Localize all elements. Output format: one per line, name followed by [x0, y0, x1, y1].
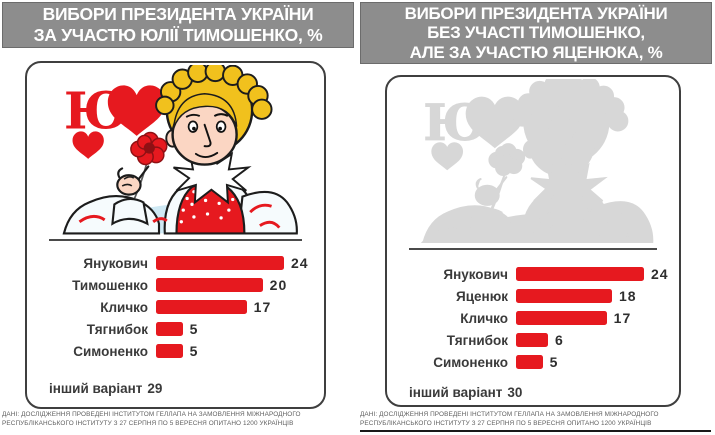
chart-row: Кличко 17: [402, 307, 673, 329]
right-other-option: інший варіант 30: [409, 385, 522, 400]
chart-row: Тягнибок 6: [402, 329, 673, 351]
cuff: [469, 208, 507, 236]
chart-row: Симоненко 5: [42, 340, 318, 362]
portrait: [61, 60, 298, 235]
candidate-label: Тягнибок: [446, 332, 508, 348]
other-option-label: інший варіант: [49, 381, 143, 396]
right-footnote: ДАНІ: ДОСЛІДЖЕННЯ ПРОВЕДЕНІ ІНСТИТУТОМ Г…: [360, 411, 711, 432]
panel-with-tymoshenko: ВИБОРИ ПРЕЗИДЕНТА УКРАЇНИ ЗА УЧАСТЮ ЮЛІЇ…: [2, 0, 354, 435]
smile: [552, 162, 575, 169]
bar-value: 5: [189, 321, 199, 337]
chart-row: Симоненко 5: [402, 351, 673, 373]
candidate-label: Симоненко: [73, 343, 148, 359]
left-other-option: інший варіант 29: [49, 381, 162, 396]
footnote-line-1: ДАНІ: ДОСЛІДЖЕННЯ ПРОВЕДЕНІ ІНСТИТУТОМ Г…: [2, 411, 301, 418]
bar-klychko: [156, 300, 247, 314]
tymoshenko-illustration: Ю: [29, 60, 322, 235]
bar-value: 5: [549, 354, 559, 370]
other-option-value: 30: [507, 385, 523, 400]
card-art: Ю: [420, 73, 654, 245]
fringe: [530, 104, 594, 141]
chart-row: Яценюк 18: [402, 285, 673, 307]
bar-value: 5: [189, 343, 199, 359]
bar-yanukovych: [156, 256, 284, 270]
fringe: [172, 92, 238, 129]
footnote-line-1: ДАНІ: ДОСЛІДЖЕННЯ ПРОВЕДЕНІ ІНСТИТУТОМ Г…: [360, 411, 659, 418]
candidate-label: Яценюк: [456, 288, 508, 304]
candidate-label: Симоненко: [433, 354, 508, 370]
left-title-line-2: ЗА УЧАСТЮ ЮЛІЇ ТИМОШЕНКО, %: [33, 25, 323, 45]
heart-large-icon: [107, 85, 166, 136]
candidate-label: Кличко: [100, 299, 148, 315]
flower-icon: [488, 143, 526, 177]
flower-icon: [130, 131, 168, 166]
portrait: [420, 73, 654, 245]
heart-small-icon: [431, 142, 464, 171]
chart-row: Кличко 17: [42, 296, 318, 318]
candidate-label: Янукович: [83, 255, 148, 271]
bar-value: 17: [613, 310, 632, 326]
other-option-label: інший варіант: [409, 385, 503, 400]
candidate-label: Кличко: [460, 310, 508, 326]
right-divider: [409, 248, 657, 250]
bar-tymoshenko: [156, 278, 263, 292]
cuff: [111, 197, 149, 226]
chart-row: Янукович 24: [402, 263, 673, 285]
bar-tiahnybok: [516, 333, 548, 347]
chart-row: Тимошенко 20: [42, 274, 318, 296]
bar-yatsenyuk: [516, 289, 612, 303]
left-divider: [49, 239, 302, 241]
bar-value: 20: [269, 277, 288, 293]
left-bar-chart: Янукович 24 Тимошенко 20 Кличко 17 Тягни…: [42, 252, 318, 362]
nose: [560, 135, 569, 159]
bar-value: 17: [253, 299, 272, 315]
smile: [194, 151, 219, 159]
chart-row: Тягнибок 5: [42, 318, 318, 340]
right-title-line-3: АЛЕ ЗА УЧАСТЮ ЯЦЕНЮКА, %: [409, 42, 663, 62]
other-option-value: 29: [147, 381, 163, 396]
left-panel-title: ВИБОРИ ПРЕЗИДЕНТА УКРАЇНИ ЗА УЧАСТЮ ЮЛІЇ…: [2, 2, 354, 48]
nose: [203, 123, 212, 148]
bar-klychko: [516, 311, 607, 325]
candidate-label: Тягнибок: [86, 321, 148, 337]
footnote-line-2: РЕСПУБЛІКАНСЬКОГО ІНСТИТУТУ З 27 СЕРПНЯ …: [2, 419, 294, 427]
left-playing-card: Ю: [25, 60, 326, 409]
bar-value: 6: [555, 332, 564, 348]
hand-with-flower: [111, 131, 168, 226]
tymoshenko-silhouette-illustration: Ю: [389, 73, 677, 245]
right-panel-title: ВИБОРИ ПРЕЗИДЕНТА УКРАЇНИ БЕЗ УЧАСТІ ТИМ…: [360, 2, 712, 64]
candidate-label: Тимошенко: [72, 277, 148, 293]
bar-value: 18: [619, 288, 637, 304]
bar-value: 24: [291, 255, 309, 271]
chart-row: Янукович 24: [42, 252, 318, 274]
bar-symonenko: [156, 344, 183, 358]
heart-small-icon: [72, 131, 104, 159]
bar-tiahnybok: [156, 322, 183, 336]
right-bar-chart: Янукович 24 Яценюк 18 Кличко 17 Тягнибок…: [402, 263, 673, 373]
candidate-label: Янукович: [443, 266, 508, 282]
bar-symonenko: [516, 355, 543, 369]
card-art: Ю: [61, 60, 298, 235]
right-playing-card: Ю: [385, 73, 681, 407]
right-title-line-1: ВИБОРИ ПРЕЗИДЕНТА УКРАЇНИ: [404, 3, 668, 23]
panel-without-tymoshenko: ВИБОРИ ПРЕЗИДЕНТА УКРАЇНИ БЕЗ УЧАСТІ ТИМ…: [360, 0, 713, 435]
left-footnote: ДАНІ: ДОСЛІДЖЕННЯ ПРОВЕДЕНІ ІНСТИТУТОМ Г…: [2, 411, 353, 428]
bar-value: 24: [651, 266, 669, 282]
right-title-line-2: БЕЗ УЧАСТІ ТИМОШЕНКО,: [427, 23, 645, 43]
left-title-line-1: ВИБОРИ ПРЕЗИДЕНТА УКРАЇНИ: [42, 4, 314, 24]
footnote-line-2: РЕСПУБЛІКАНСЬКОГО ІНСТИТУТУ З 27 СЕРПНЯ …: [360, 419, 652, 427]
bar-yanukovych: [516, 267, 644, 281]
